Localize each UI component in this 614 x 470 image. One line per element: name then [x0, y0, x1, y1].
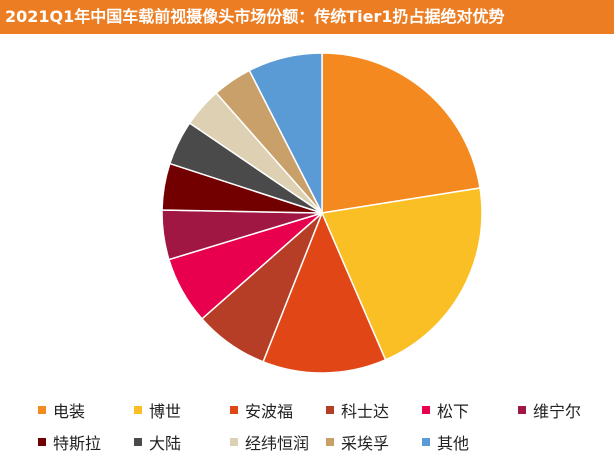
legend-swatch — [230, 438, 238, 446]
legend-item: 经纬恒润 — [230, 432, 326, 453]
legend-item: 松下 — [422, 400, 518, 421]
legend-label: 采埃孚 — [341, 434, 390, 453]
chart-title: 2021Q1年中国车载前视摄像头市场份额：传统Tier1扔占据绝对优势 — [0, 0, 614, 34]
legend-swatch — [422, 438, 430, 446]
legend-swatch — [518, 406, 526, 414]
pie-chart — [161, 52, 483, 374]
legend-swatch — [134, 406, 142, 414]
legend-label: 特斯拉 — [53, 434, 102, 453]
pie-slice-2 — [262, 211, 387, 374]
legend-label: 其他 — [437, 434, 470, 453]
legend-swatch — [326, 438, 334, 446]
legend-label: 大陆 — [149, 434, 182, 453]
legend-item: 科士达 — [326, 400, 422, 421]
legend-label: 电装 — [53, 402, 86, 421]
legend-label: 博世 — [149, 402, 182, 421]
pie-slice-1 — [320, 187, 483, 361]
legend-swatch — [38, 438, 46, 446]
legend-item: 特斯拉 — [38, 432, 134, 453]
legend-item: 博世 — [134, 400, 230, 421]
pie-slice-10 — [248, 52, 323, 214]
legend-label: 松下 — [437, 402, 470, 421]
legend-item: 其他 — [422, 432, 518, 453]
legend-swatch — [422, 406, 430, 414]
legend-swatch — [134, 438, 142, 446]
legend-label: 安波福 — [245, 402, 294, 421]
legend-swatch — [326, 406, 334, 414]
legend-swatch — [230, 406, 238, 414]
legend-label: 维宁尔 — [533, 402, 582, 421]
legend-item: 大陆 — [134, 432, 230, 453]
chart-legend: 电装 博世 安波福 科士达 松下 维宁尔特斯拉 大陆 经纬恒润 采埃孚 其他 — [38, 400, 614, 453]
legend-swatch — [38, 406, 46, 414]
legend-item: 电装 — [38, 400, 134, 421]
legend-label: 经纬恒润 — [245, 434, 310, 453]
legend-item: 维宁尔 — [518, 400, 614, 421]
pie-slice-0 — [321, 52, 481, 214]
legend-label: 科士达 — [341, 402, 390, 421]
legend-item: 安波福 — [230, 400, 326, 421]
legend-item: 采埃孚 — [326, 432, 422, 453]
